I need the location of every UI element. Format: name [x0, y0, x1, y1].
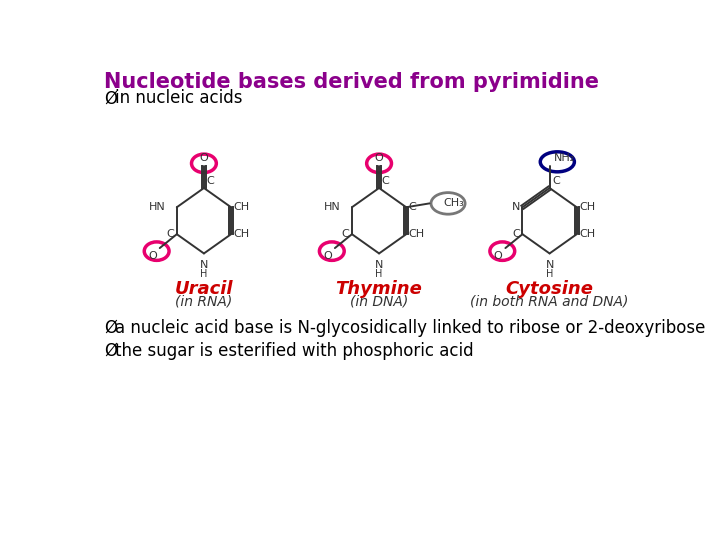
- Text: a nucleic acid base is N-glycosidically linked to ribose or 2-deoxyribose: a nucleic acid base is N-glycosidically …: [114, 319, 705, 337]
- Text: (in both RNA and DNA): (in both RNA and DNA): [470, 294, 629, 308]
- Text: C: C: [206, 177, 214, 186]
- Text: N: N: [375, 260, 383, 269]
- Text: (in DNA): (in DNA): [350, 294, 408, 308]
- Text: O: O: [374, 153, 384, 164]
- Text: CH: CH: [579, 229, 595, 239]
- Text: Nucleotide bases derived from pyrimidine: Nucleotide bases derived from pyrimidine: [104, 72, 599, 92]
- Text: H: H: [200, 269, 207, 279]
- Text: N: N: [199, 260, 208, 269]
- Text: (in RNA): (in RNA): [175, 294, 233, 308]
- Text: CH: CH: [408, 229, 425, 239]
- Text: C: C: [408, 202, 416, 212]
- Text: N: N: [545, 260, 554, 269]
- Text: Uracil: Uracil: [175, 280, 233, 299]
- Text: H: H: [546, 269, 553, 279]
- Text: CH: CH: [233, 229, 250, 239]
- Text: HN: HN: [149, 202, 166, 212]
- Text: Thymine: Thymine: [336, 280, 423, 299]
- Text: the sugar is esterified with phosphoric acid: the sugar is esterified with phosphoric …: [114, 342, 474, 360]
- Text: O: O: [323, 251, 332, 261]
- Text: C: C: [167, 229, 174, 239]
- Text: O: O: [148, 251, 157, 261]
- Text: CH: CH: [233, 202, 250, 212]
- Text: N: N: [512, 202, 520, 212]
- Text: H: H: [375, 269, 383, 279]
- Text: C: C: [552, 177, 559, 186]
- Text: C: C: [342, 229, 350, 239]
- Text: NH₂: NH₂: [554, 153, 575, 163]
- Text: CH₃: CH₃: [444, 198, 464, 208]
- Text: C: C: [513, 229, 520, 239]
- Text: Ø: Ø: [104, 319, 117, 337]
- Text: Ø: Ø: [104, 342, 117, 360]
- Text: O: O: [493, 251, 503, 261]
- Text: in nucleic acids: in nucleic acids: [114, 90, 243, 107]
- Text: O: O: [199, 153, 208, 164]
- Text: CH: CH: [579, 202, 595, 212]
- Text: Ø: Ø: [104, 90, 117, 107]
- Text: Cytosine: Cytosine: [505, 280, 593, 299]
- Text: HN: HN: [324, 202, 341, 212]
- Text: C: C: [382, 177, 389, 186]
